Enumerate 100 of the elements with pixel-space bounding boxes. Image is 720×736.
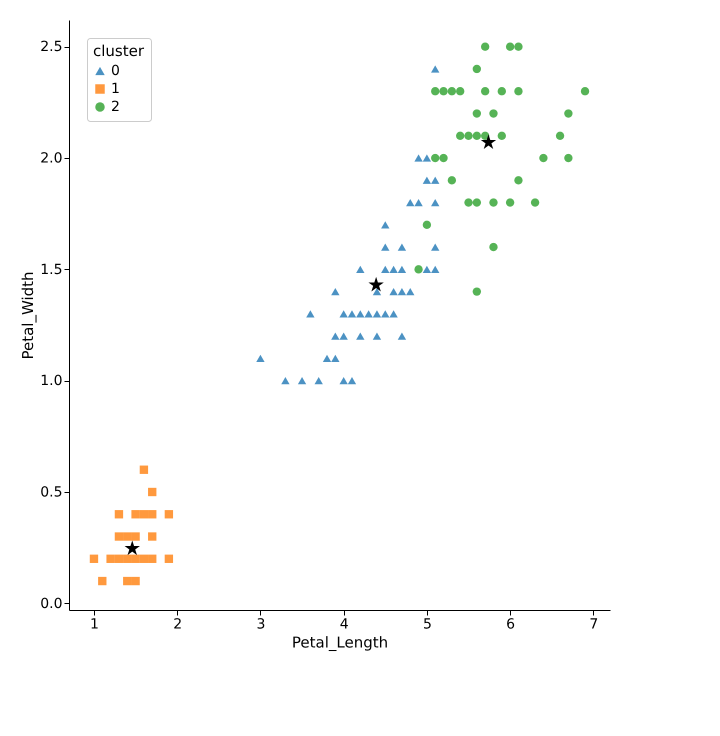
point — [489, 242, 498, 252]
point — [356, 266, 364, 273]
point — [90, 554, 98, 563]
point — [480, 134, 496, 149]
legend-label: 0 — [111, 63, 120, 79]
point — [448, 87, 456, 96]
point — [256, 354, 265, 362]
point — [131, 576, 140, 586]
point — [368, 276, 384, 292]
point — [564, 109, 573, 118]
point — [406, 198, 414, 206]
point — [422, 154, 432, 162]
point — [123, 576, 132, 586]
point — [514, 176, 523, 184]
x-tick-label: 7 — [589, 616, 598, 632]
point — [372, 310, 382, 318]
point — [348, 377, 356, 384]
point — [414, 198, 423, 206]
point — [514, 87, 523, 96]
point — [364, 310, 373, 318]
point — [456, 87, 464, 96]
y-tick-label: 1.5 — [40, 262, 62, 278]
point — [556, 132, 564, 140]
point — [498, 132, 506, 140]
point — [148, 532, 156, 541]
point — [431, 65, 440, 73]
y-tick-label: 0.5 — [40, 484, 62, 500]
point — [306, 310, 315, 318]
point — [480, 42, 490, 51]
point — [472, 64, 482, 74]
point — [98, 576, 106, 586]
point — [464, 132, 473, 140]
point — [322, 354, 332, 362]
point — [348, 310, 356, 318]
point — [331, 332, 340, 340]
point — [564, 154, 573, 162]
point — [114, 554, 124, 563]
point — [298, 377, 306, 384]
point — [398, 266, 406, 273]
point — [339, 310, 348, 318]
point — [148, 510, 156, 518]
point — [398, 288, 406, 296]
point — [356, 332, 364, 340]
y-axis-title: Petal_Width — [19, 271, 38, 360]
point — [439, 154, 448, 162]
legend-label: 1 — [111, 81, 120, 97]
point — [381, 221, 390, 228]
point — [339, 332, 348, 340]
point — [431, 266, 440, 273]
point — [422, 176, 432, 184]
legend-label: 2 — [111, 99, 120, 115]
point — [331, 354, 340, 362]
point — [498, 87, 506, 96]
point — [439, 87, 448, 96]
point — [331, 288, 340, 296]
point — [398, 243, 406, 251]
point — [422, 266, 432, 273]
point — [123, 532, 132, 541]
x-axis-title: Petal_Length — [292, 634, 388, 652]
y-tick-label: 2.0 — [40, 150, 62, 167]
point — [123, 554, 132, 563]
point — [431, 176, 440, 184]
point — [398, 332, 406, 340]
point — [472, 109, 482, 118]
point — [472, 132, 482, 140]
point — [539, 154, 548, 162]
point — [131, 532, 140, 541]
x-tick-label: 6 — [506, 616, 516, 632]
point — [406, 288, 414, 296]
point — [422, 220, 432, 230]
x-tick-label: 1 — [90, 616, 99, 632]
point — [164, 510, 174, 518]
point — [389, 288, 398, 296]
x-tick-label: 3 — [256, 616, 266, 632]
point — [389, 310, 398, 318]
point — [431, 154, 440, 162]
y-tick-label: 2.5 — [40, 39, 62, 56]
point — [389, 266, 398, 273]
point — [431, 198, 440, 206]
point — [580, 87, 590, 96]
point — [506, 198, 514, 207]
point — [148, 554, 156, 563]
x-tick-label: 2 — [173, 616, 182, 632]
point — [514, 42, 523, 51]
point — [114, 532, 124, 541]
point — [131, 510, 140, 518]
y-tick-label: 0.0 — [40, 596, 62, 612]
point — [124, 540, 140, 556]
point — [414, 154, 423, 162]
y-tick-label: 1.0 — [40, 373, 62, 390]
point — [131, 554, 140, 563]
point — [506, 42, 514, 51]
point — [431, 243, 440, 251]
legend-title: cluster — [93, 42, 145, 60]
point — [381, 243, 390, 251]
point — [356, 310, 364, 318]
point — [381, 310, 390, 318]
point — [489, 109, 498, 118]
point — [148, 488, 156, 496]
x-tick-label: 4 — [340, 616, 349, 632]
